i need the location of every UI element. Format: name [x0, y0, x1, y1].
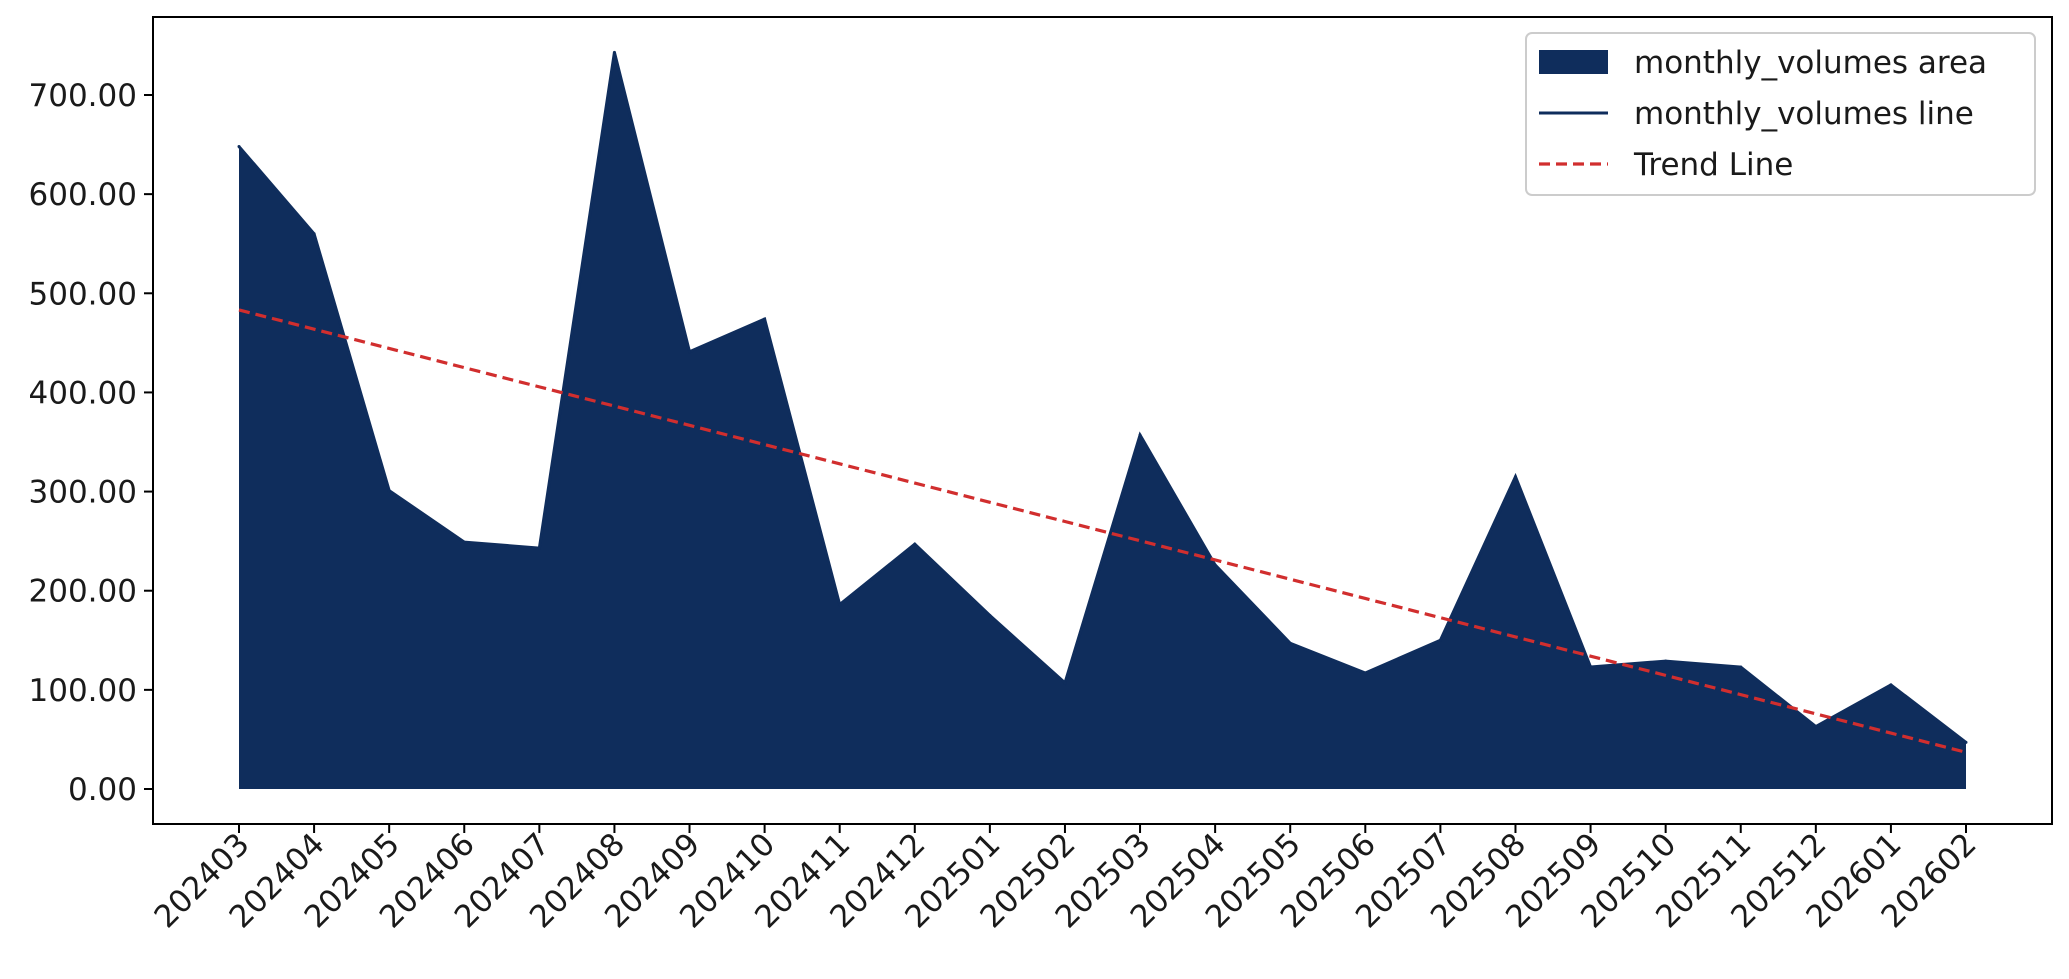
y-tick-label: 200.00: [29, 574, 137, 610]
chart-marks: [237, 50, 1968, 790]
y-tick-label: 0.00: [68, 772, 137, 808]
data-point-202412: [913, 542, 917, 546]
data-point-202508: [1513, 475, 1517, 479]
area-fill-monthly-volumes: [239, 52, 1966, 790]
y-tick-label: 400.00: [29, 375, 137, 411]
data-point-202512: [1814, 725, 1818, 729]
data-point-202406: [462, 540, 466, 544]
data-point-202408: [612, 50, 616, 54]
data-point-202409: [688, 350, 692, 354]
legend-swatch-area: [1539, 50, 1608, 74]
data-point-202410: [763, 317, 767, 321]
data-point-202601: [1889, 683, 1893, 687]
legend-label: monthly_volumes line: [1634, 96, 1974, 132]
y-tick-label: 700.00: [29, 78, 137, 114]
legend-label: monthly_volumes area: [1634, 45, 1987, 81]
legend: monthly_volumes area monthly_volumes line…: [1525, 32, 2036, 196]
data-point-202602: [1964, 740, 1968, 744]
series-line-monthly-volumes: [237, 52, 1967, 744]
data-point-202511: [1739, 665, 1743, 669]
trend-line: [238, 308, 1967, 754]
data-point-202503: [1138, 433, 1142, 437]
y-axis: 0.00 100.00 200.00 300.00 400.00 500.00 600.00…: [29, 78, 153, 808]
data-point-202506: [1363, 671, 1367, 675]
data-point-202509: [1589, 665, 1593, 669]
data-point-202505: [1288, 641, 1292, 645]
y-tick-label: 600.00: [29, 177, 137, 213]
data-point-202501: [988, 614, 992, 617]
data-point-202405: [387, 489, 391, 493]
data-point-202404: [312, 232, 316, 236]
plot-frame: [152, 16, 2053, 825]
data-point-202504: [1213, 563, 1217, 567]
y-tick-label: 100.00: [29, 673, 137, 709]
legend-label: Trend Line: [1633, 147, 1793, 183]
y-tick-label: 500.00: [29, 276, 137, 312]
y-tick-label: 300.00: [29, 475, 137, 511]
data-point-202510: [1664, 659, 1668, 663]
data-point-202502: [1063, 681, 1067, 685]
legend-box: [1525, 32, 2036, 196]
data-point-202407: [537, 546, 541, 550]
data-point-202411: [838, 603, 842, 607]
data-point-202507: [1438, 638, 1442, 642]
data-point-202403: [237, 145, 241, 149]
x-axis: 2024032024042024052024062024072024082024…: [148, 824, 1984, 935]
